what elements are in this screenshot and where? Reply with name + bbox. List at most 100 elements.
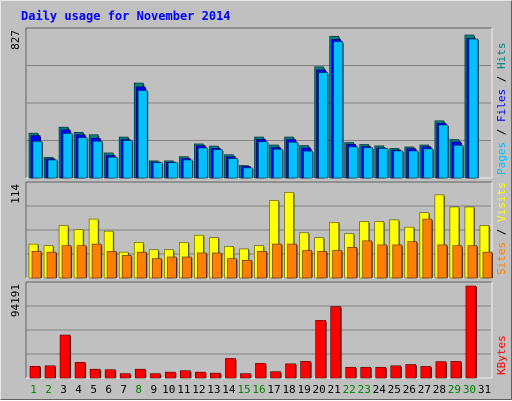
bar-sites-day-25 — [392, 244, 403, 279]
bar-pages-day-11 — [183, 159, 193, 179]
bar-pages-day-15 — [243, 167, 253, 179]
bar-sites-day-13 — [212, 252, 222, 279]
legend-entry: / — [495, 122, 508, 142]
y-max-label-hits-files-pages: 827 — [9, 30, 22, 50]
bar-kbytes-day-23 — [360, 366, 372, 379]
x-tick-day-3: 3 — [60, 383, 67, 396]
bar-kbytes-day-19 — [300, 361, 311, 379]
panel-visits-sites: 114 Sites / Visits — [9, 181, 508, 279]
legend-entry: Visits — [495, 182, 508, 222]
bar-kbytes-day-4 — [74, 362, 86, 379]
bar-pages-day-20 — [318, 72, 328, 179]
y-max-label-kbytes: 94191 — [9, 284, 22, 317]
bar-kbytes-day-29 — [450, 361, 462, 379]
side-legend-kbytes: KBytes — [495, 335, 508, 375]
x-tick-day-10: 10 — [162, 383, 175, 396]
bar-sites-day-26 — [407, 241, 418, 279]
bar-sites-day-4 — [76, 245, 87, 279]
bar-pages-day-19 — [303, 150, 313, 179]
bar-kbytes-day-3 — [59, 334, 71, 379]
x-tick-day-11: 11 — [177, 383, 190, 396]
legend-entry: Files — [495, 89, 508, 122]
bar-pages-day-24 — [378, 148, 389, 179]
bar-pages-day-12 — [198, 147, 208, 179]
x-tick-day-7: 7 — [120, 383, 127, 396]
bar-sites-day-12 — [197, 252, 207, 279]
bar-sites-day-6 — [106, 251, 117, 279]
x-tick-day-4: 4 — [75, 383, 82, 396]
bar-sites-day-11 — [182, 256, 192, 279]
x-tick-day-22: 22 — [343, 383, 356, 396]
bar-pages-day-21 — [333, 41, 343, 179]
bar-pages-day-18 — [288, 142, 298, 179]
legend-entry: Sites — [495, 242, 508, 275]
bar-kbytes-day-27 — [420, 366, 432, 379]
x-tick-day-29: 29 — [448, 383, 461, 396]
bar-kbytes-day-13 — [210, 372, 221, 379]
bar-kbytes-day-14 — [225, 358, 236, 379]
bar-pages-day-6 — [107, 157, 118, 179]
x-tick-day-18: 18 — [282, 383, 295, 396]
bar-sites-day-21 — [332, 250, 342, 279]
x-tick-day-26: 26 — [403, 383, 416, 396]
bar-pages-day-13 — [213, 149, 223, 179]
bar-kbytes-day-8 — [134, 368, 146, 379]
bar-pages-day-17 — [273, 149, 283, 179]
bar-kbytes-day-21 — [330, 306, 341, 379]
bar-sites-day-2 — [46, 251, 57, 279]
x-tick-day-28: 28 — [433, 383, 446, 396]
bar-sites-day-14 — [227, 258, 237, 279]
bar-sites-day-7 — [121, 255, 132, 279]
bar-sites-day-8 — [136, 251, 147, 279]
bar-sites-day-20 — [317, 251, 327, 279]
x-tick-day-23: 23 — [358, 383, 371, 396]
bar-pages-day-29 — [453, 145, 464, 179]
bar-sites-day-19 — [302, 250, 312, 279]
x-tick-day-27: 27 — [418, 383, 431, 396]
x-tick-day-21: 21 — [328, 383, 341, 396]
bar-kbytes-day-1 — [29, 365, 41, 379]
bar-pages-day-3 — [62, 133, 73, 179]
bar-kbytes-day-20 — [315, 320, 326, 379]
bar-kbytes-day-15 — [240, 373, 251, 379]
bar-kbytes-day-22 — [345, 366, 356, 379]
bar-sites-day-1 — [31, 251, 42, 279]
bar-pages-day-14 — [228, 158, 238, 179]
bar-pages-day-2 — [47, 159, 58, 179]
bar-sites-day-31 — [482, 251, 493, 279]
x-tick-day-2: 2 — [45, 383, 52, 396]
bar-kbytes-day-10 — [164, 371, 176, 379]
bar-kbytes-day-9 — [149, 373, 161, 379]
bar-kbytes-day-2 — [44, 365, 56, 379]
bar-sites-day-22 — [347, 247, 357, 279]
bar-sites-day-24 — [377, 244, 388, 279]
bar-kbytes-day-6 — [104, 369, 116, 379]
bar-pages-day-27 — [423, 148, 434, 179]
bar-kbytes-day-28 — [435, 361, 447, 379]
x-tick-day-24: 24 — [373, 383, 387, 396]
x-tick-day-12: 12 — [192, 383, 205, 396]
bar-kbytes-day-30 — [465, 285, 477, 379]
x-tick-day-6: 6 — [105, 383, 112, 396]
legend-entry: / — [495, 222, 508, 242]
x-tick-day-1: 1 — [30, 383, 37, 396]
bar-pages-day-30 — [468, 38, 479, 179]
legend-entry: / — [495, 69, 508, 89]
x-tick-day-15: 15 — [237, 383, 250, 396]
panel-hits-files-pages: 827 Pages / Files / Hits — [9, 27, 508, 179]
bar-sites-day-5 — [91, 243, 102, 279]
bar-sites-day-16 — [257, 251, 267, 279]
bar-pages-day-5 — [92, 140, 103, 179]
bar-pages-day-26 — [408, 150, 419, 179]
bar-pages-day-22 — [348, 146, 358, 179]
bar-pages-day-10 — [167, 162, 178, 179]
x-tick-day-5: 5 — [90, 383, 97, 396]
bar-pages-day-8 — [137, 90, 148, 179]
bar-kbytes-day-7 — [119, 373, 131, 379]
x-tick-day-20: 20 — [313, 383, 326, 396]
bar-pages-day-1 — [32, 141, 43, 179]
bar-kbytes-day-24 — [375, 366, 387, 379]
x-tick-day-13: 13 — [207, 383, 220, 396]
bar-pages-day-28 — [438, 124, 449, 179]
